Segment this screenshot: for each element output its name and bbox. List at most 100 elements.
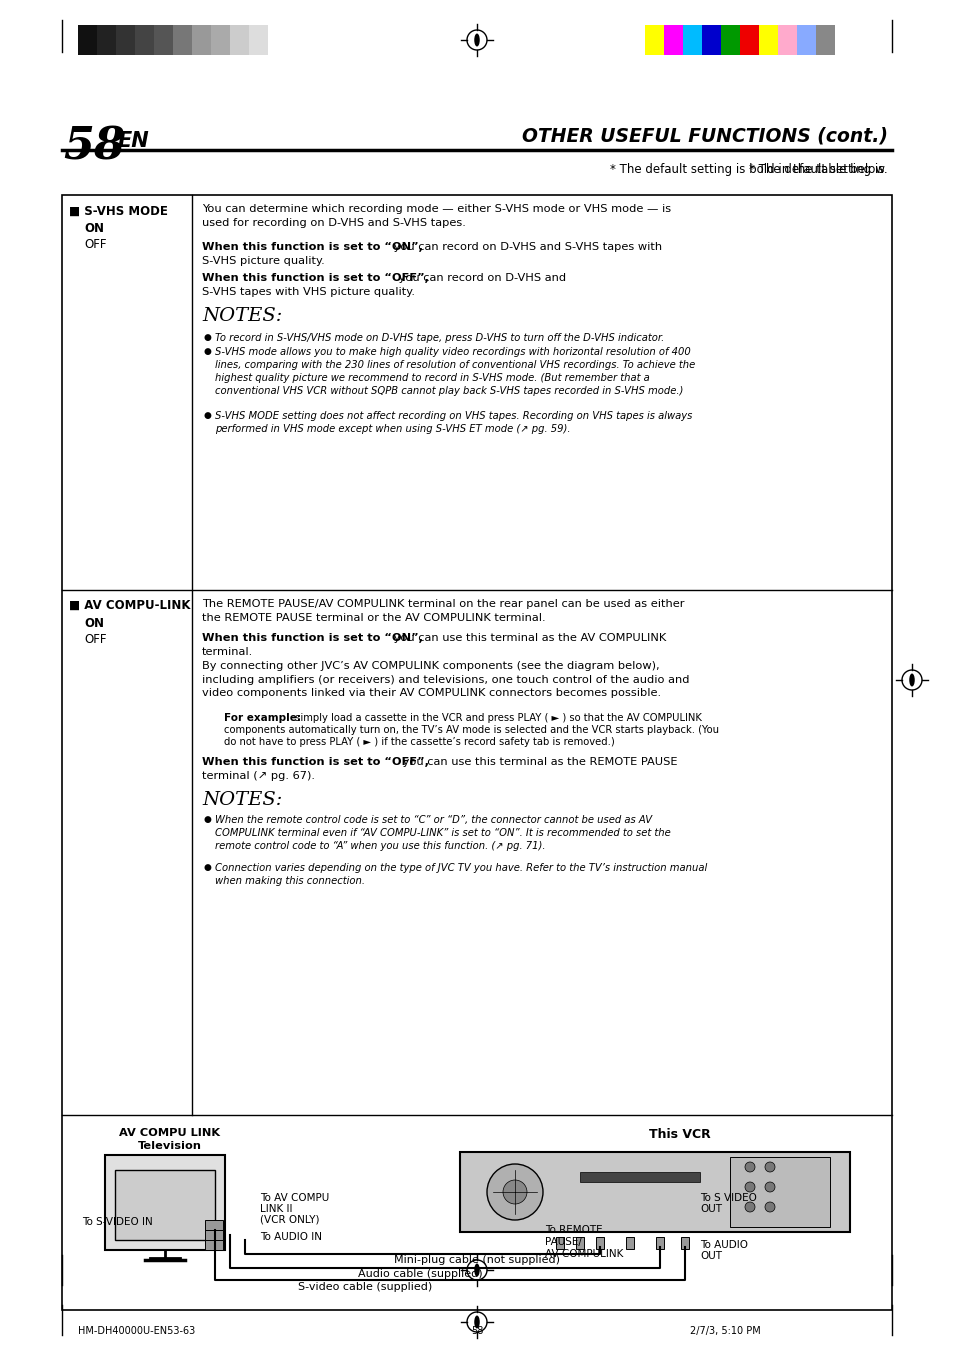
Text: NOTES:: NOTES: <box>202 307 282 326</box>
Bar <box>205 1240 223 1250</box>
Text: PAUSE/: PAUSE/ <box>544 1238 581 1247</box>
Bar <box>576 1238 583 1250</box>
Bar <box>720 26 740 55</box>
Circle shape <box>486 1165 542 1220</box>
Text: The REMOTE PAUSE/AV COMPULINK terminal on the rear panel can be used as either
t: The REMOTE PAUSE/AV COMPULINK terminal o… <box>202 598 684 623</box>
Text: Mini-plug cable (not supplied): Mini-plug cable (not supplied) <box>394 1255 559 1265</box>
Text: To AUDIO: To AUDIO <box>700 1240 747 1250</box>
Bar <box>249 26 268 55</box>
Text: Connection varies depending on the type of JVC TV you have. Refer to the TV’s in: Connection varies depending on the type … <box>214 863 706 886</box>
Text: you can record on D-VHS and: you can record on D-VHS and <box>395 273 565 282</box>
Bar <box>729 1156 829 1227</box>
Bar <box>556 1238 563 1250</box>
Text: HM-DH40000U-EN53-63: HM-DH40000U-EN53-63 <box>78 1325 195 1336</box>
Bar <box>205 1220 223 1229</box>
Circle shape <box>744 1162 754 1173</box>
Bar <box>796 26 815 55</box>
Text: ●: ● <box>204 411 212 420</box>
Circle shape <box>502 1179 526 1204</box>
Text: You can determine which recording mode — either S-VHS mode or VHS mode — is
used: You can determine which recording mode —… <box>202 204 670 227</box>
Bar <box>78 26 97 55</box>
Text: (VCR ONLY): (VCR ONLY) <box>260 1215 319 1225</box>
Text: ■ AV COMPU-LINK: ■ AV COMPU-LINK <box>69 598 191 612</box>
Ellipse shape <box>908 674 914 686</box>
Bar <box>459 1152 849 1232</box>
Text: EN: EN <box>118 131 150 151</box>
Text: ON: ON <box>84 222 104 235</box>
Bar <box>815 26 834 55</box>
Text: When this function is set to “ON”,: When this function is set to “ON”, <box>202 242 422 253</box>
Ellipse shape <box>474 1316 479 1328</box>
Text: OFF: OFF <box>84 238 107 251</box>
Text: This VCR: This VCR <box>648 1128 710 1142</box>
Text: OUT: OUT <box>700 1251 721 1260</box>
Text: To AUDIO IN: To AUDIO IN <box>260 1232 322 1242</box>
Text: you can record on D-VHS and S-VHS tapes with: you can record on D-VHS and S-VHS tapes … <box>390 242 661 253</box>
Text: ●: ● <box>204 815 212 824</box>
Bar <box>230 26 249 55</box>
Bar <box>644 26 663 55</box>
Bar <box>153 26 172 55</box>
Text: S-VHS picture quality.: S-VHS picture quality. <box>202 255 324 266</box>
Ellipse shape <box>474 1263 479 1277</box>
Text: To REMOTE: To REMOTE <box>544 1225 602 1235</box>
Text: ●: ● <box>204 332 212 342</box>
Text: To record in S-VHS/VHS mode on D-VHS tape, press D-VHS to turn off the D-VHS ind: To record in S-VHS/VHS mode on D-VHS tap… <box>214 332 663 343</box>
Text: S-VHS tapes with VHS picture quality.: S-VHS tapes with VHS picture quality. <box>202 286 415 297</box>
Text: * The default setting is ​bold​ in the table below.: * The default setting is ​bold​ in the t… <box>610 163 887 176</box>
Text: terminal (↗ pg. 67).: terminal (↗ pg. 67). <box>202 771 314 781</box>
Circle shape <box>764 1162 774 1173</box>
Bar <box>663 26 682 55</box>
Bar <box>205 1229 223 1240</box>
Text: 2/7/3, 5:10 PM: 2/7/3, 5:10 PM <box>689 1325 760 1336</box>
Text: To S VIDEO: To S VIDEO <box>700 1193 756 1202</box>
Text: LINK II: LINK II <box>260 1204 293 1215</box>
Bar <box>680 1238 688 1250</box>
Bar <box>116 26 135 55</box>
Bar <box>192 26 211 55</box>
Bar <box>115 1170 214 1240</box>
Text: ■ S-VHS MODE: ■ S-VHS MODE <box>69 205 168 218</box>
Bar <box>778 26 796 55</box>
Ellipse shape <box>474 34 479 46</box>
Bar <box>135 26 153 55</box>
Bar <box>682 26 701 55</box>
Text: OFF: OFF <box>84 634 107 646</box>
Text: OTHER USEFUL FUNCTIONS (cont.): OTHER USEFUL FUNCTIONS (cont.) <box>521 126 887 145</box>
Text: you can use this terminal as the REMOTE PAUSE: you can use this terminal as the REMOTE … <box>398 757 677 767</box>
Text: ●: ● <box>204 347 212 357</box>
Bar <box>105 1155 225 1250</box>
Text: When the remote control code is set to “C” or “D”, the connector cannot be used : When the remote control code is set to “… <box>214 815 670 851</box>
Text: components automatically turn on, the TV’s AV mode is selected and the VCR start: components automatically turn on, the TV… <box>224 725 719 735</box>
Bar <box>579 1173 700 1182</box>
Circle shape <box>764 1182 774 1192</box>
Bar <box>701 26 720 55</box>
Bar <box>759 26 778 55</box>
Text: OUT: OUT <box>700 1204 721 1215</box>
Bar <box>596 1238 603 1250</box>
Circle shape <box>744 1202 754 1212</box>
Text: To AV COMPU: To AV COMPU <box>260 1193 329 1202</box>
Text: 58: 58 <box>63 126 125 168</box>
Text: When this function is set to “OFF”,: When this function is set to “OFF”, <box>202 273 429 282</box>
Text: When this function is set to “ON”,: When this function is set to “ON”, <box>202 634 422 643</box>
Bar <box>211 26 230 55</box>
Bar <box>656 1238 663 1250</box>
Text: S-VHS MODE setting does not affect recording on VHS tapes. Recording on VHS tape: S-VHS MODE setting does not affect recor… <box>214 411 692 434</box>
Text: By connecting other JVC’s AV COMPULINK components (see the diagram below),
inclu: By connecting other JVC’s AV COMPULINK c… <box>202 661 689 698</box>
Text: Television: Television <box>138 1142 202 1151</box>
Text: simply load a cassette in the VCR and press PLAY ( ► ) so that the AV COMPULINK: simply load a cassette in the VCR and pr… <box>292 713 701 723</box>
Text: S-VHS mode allows you to make high quality video recordings with horizontal reso: S-VHS mode allows you to make high quali… <box>214 347 695 396</box>
Text: When this function is set to “OFF”,: When this function is set to “OFF”, <box>202 757 429 767</box>
Text: terminal.: terminal. <box>202 647 253 657</box>
Bar <box>62 195 891 1310</box>
Text: For example:: For example: <box>224 713 301 723</box>
Text: AV COMPULINK: AV COMPULINK <box>544 1250 622 1259</box>
Bar <box>172 26 192 55</box>
Text: * The default setting is: * The default setting is <box>748 163 887 176</box>
Text: do not have to press PLAY ( ► ) if the cassette’s record safety tab is removed.): do not have to press PLAY ( ► ) if the c… <box>224 738 614 747</box>
Text: AV COMPU LINK: AV COMPU LINK <box>119 1128 220 1138</box>
Bar <box>268 26 287 55</box>
Text: S-video cable (supplied): S-video cable (supplied) <box>297 1282 432 1292</box>
Bar <box>97 26 116 55</box>
